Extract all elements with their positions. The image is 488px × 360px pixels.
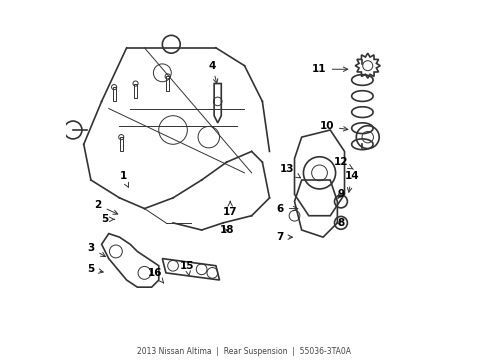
Text: 16: 16 xyxy=(148,268,163,283)
Bar xyxy=(166,76,169,91)
Text: 10: 10 xyxy=(319,121,347,131)
Text: 17: 17 xyxy=(223,201,237,217)
Bar xyxy=(120,137,122,152)
Text: 18: 18 xyxy=(219,225,233,235)
Text: 3: 3 xyxy=(87,243,105,257)
Text: 5: 5 xyxy=(102,214,114,224)
Text: 5: 5 xyxy=(87,264,103,274)
Text: 9: 9 xyxy=(337,189,344,199)
Text: 7: 7 xyxy=(276,232,292,242)
Text: 13: 13 xyxy=(280,164,300,178)
Text: 4: 4 xyxy=(208,61,217,84)
Text: 14: 14 xyxy=(344,171,358,192)
Bar xyxy=(134,84,137,98)
Text: 12: 12 xyxy=(333,157,353,169)
Text: 6: 6 xyxy=(276,203,297,213)
Text: 15: 15 xyxy=(180,261,194,276)
Text: 1: 1 xyxy=(119,171,128,187)
Bar xyxy=(112,87,115,102)
Text: 11: 11 xyxy=(312,64,347,74)
Text: 8: 8 xyxy=(336,218,344,228)
Text: 2013 Nissan Altima  |  Rear Suspension  |  55036-3TA0A: 2013 Nissan Altima | Rear Suspension | 5… xyxy=(137,347,351,356)
Text: 2: 2 xyxy=(94,200,118,214)
